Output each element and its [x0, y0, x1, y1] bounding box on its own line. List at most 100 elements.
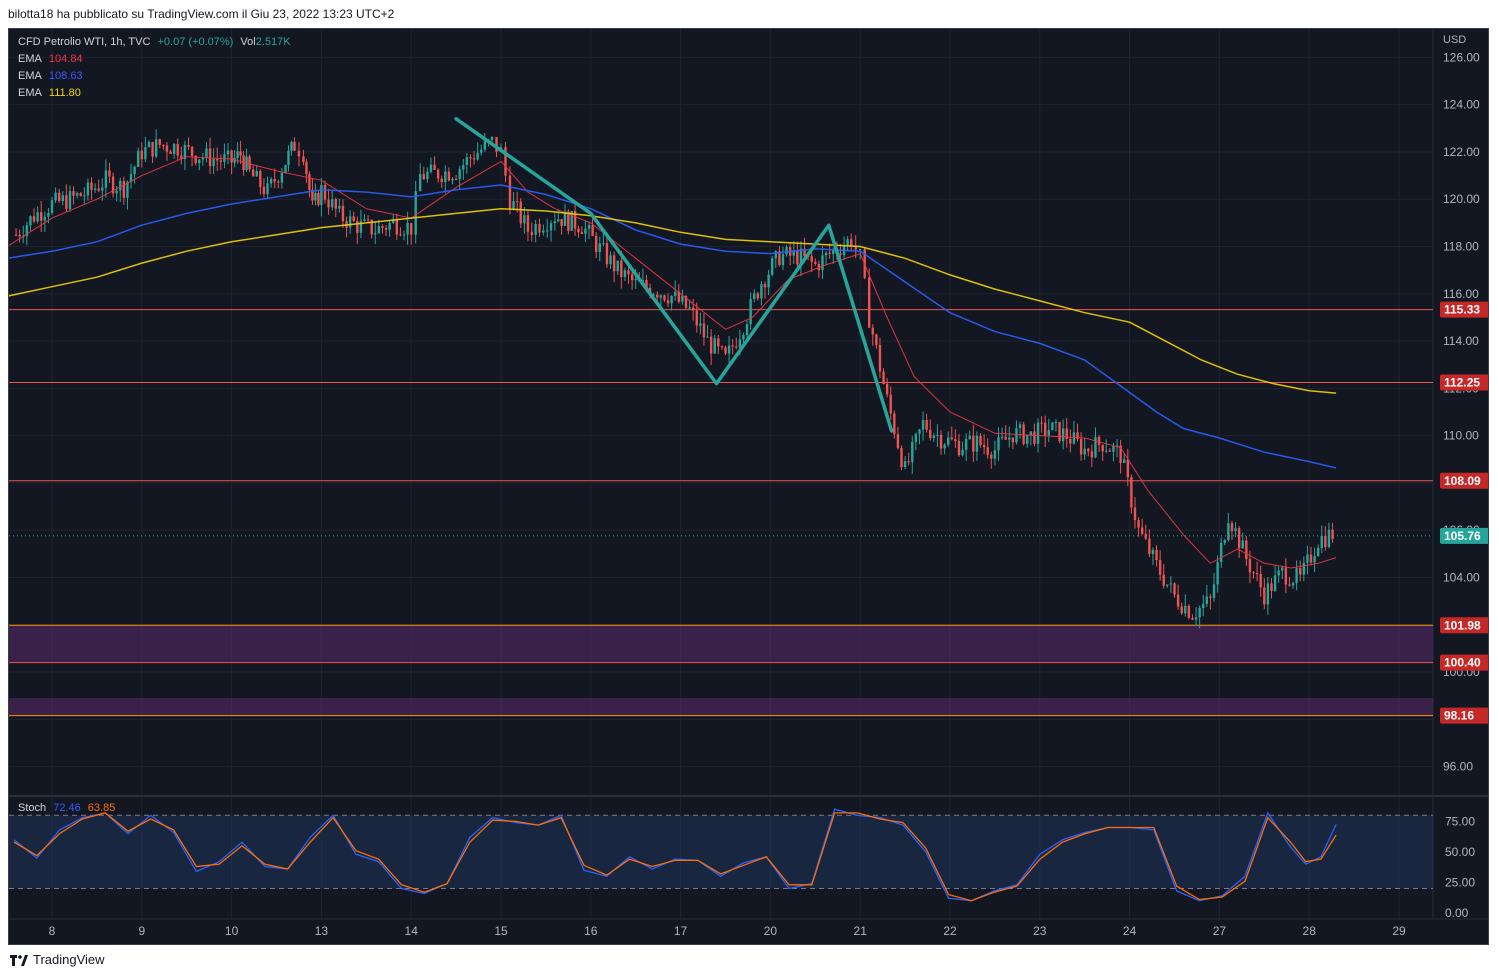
candle-body	[410, 223, 413, 235]
candle-body	[796, 250, 799, 265]
candle-body	[392, 219, 395, 223]
candle-body	[1223, 540, 1226, 544]
candle-body	[65, 195, 68, 210]
candle-body	[803, 248, 806, 256]
candle-body	[280, 172, 284, 183]
price-tick-label: 126.00	[1443, 50, 1480, 64]
candle-body	[1000, 436, 1004, 438]
candle-body	[846, 239, 849, 247]
footer-brand[interactable]: TradingView	[10, 952, 105, 967]
candle-body	[25, 225, 29, 237]
candle-body	[126, 181, 129, 198]
candle-body	[1255, 573, 1259, 575]
candle-body	[1187, 605, 1191, 618]
stoch-tick-label: 75.00	[1445, 814, 1475, 828]
candle-body	[323, 185, 327, 200]
candle-body	[968, 435, 971, 440]
candle-body	[86, 182, 90, 196]
candle-body	[266, 183, 269, 195]
candle-body	[612, 255, 616, 272]
candle-body	[1061, 428, 1065, 442]
support-zone	[9, 698, 1433, 716]
candle-body	[433, 164, 436, 170]
candle-body	[162, 144, 165, 146]
price-tick-label: 110.00	[1443, 429, 1479, 443]
candle-body	[230, 150, 233, 163]
symbol-name[interactable]: CFD Petrolio WTI, 1h, TVC	[18, 36, 151, 48]
time-tick-label: 14	[405, 924, 419, 938]
candle-body	[859, 249, 862, 251]
ema-legend-3[interactable]: EMA 111.80	[18, 87, 85, 99]
candle-body	[14, 234, 18, 236]
candle-body	[54, 192, 57, 201]
candle-body	[151, 142, 154, 157]
symbol-legend[interactable]: CFD Petrolio WTI, 1h, TVC +0.07 (+0.07%)…	[18, 36, 295, 48]
candle-body	[402, 234, 406, 236]
chart-canvas[interactable]: 126.00 124.00 122.00 120.00 118.00 116.00 114.…	[9, 29, 1488, 944]
candle-body	[634, 279, 637, 281]
candle-body	[1112, 446, 1115, 452]
candle-body	[384, 227, 388, 230]
time-tick-label: 8	[49, 924, 56, 938]
candle-body	[717, 338, 720, 347]
candle-body	[964, 439, 968, 450]
candle-body	[577, 228, 580, 233]
candle-body	[1284, 567, 1288, 585]
candle-body	[903, 461, 907, 467]
last-price-label: 105.76	[1444, 529, 1481, 543]
candle-body	[341, 205, 345, 222]
candle-body	[308, 174, 311, 190]
level-price-label: 112.25	[1444, 375, 1480, 389]
candle-body	[713, 338, 716, 354]
candle-body	[90, 182, 93, 190]
candle-body	[1123, 459, 1126, 463]
candle-body	[1069, 438, 1072, 444]
ema-value: 108.63	[48, 70, 83, 82]
candle-body	[560, 219, 563, 226]
candle-body	[1299, 568, 1302, 575]
candle-body	[32, 216, 36, 222]
candle-body	[133, 166, 136, 175]
candle-body	[57, 192, 61, 202]
candle-body	[911, 441, 914, 463]
candle-body	[374, 233, 377, 235]
candle-body	[158, 139, 161, 145]
candle-body	[1033, 431, 1036, 444]
candle-body	[1083, 448, 1086, 455]
candle-body	[1184, 605, 1187, 614]
candle-body	[1015, 428, 1018, 443]
candle-body	[925, 419, 928, 430]
candle-body	[176, 144, 179, 156]
candle-body	[523, 215, 526, 224]
candle-body	[194, 155, 197, 164]
level-price-label: 108.09	[1444, 474, 1481, 488]
candle-body	[115, 190, 118, 194]
ema-line	[9, 207, 1337, 394]
stoch-legend[interactable]: Stoch 72.46 63.85	[18, 802, 119, 814]
candle-body	[986, 447, 989, 455]
tradingview-logo-icon	[10, 954, 28, 966]
candle-body	[832, 249, 835, 254]
candle-body	[867, 277, 871, 328]
last-price-tag	[1440, 527, 1488, 544]
candle-body	[1277, 570, 1280, 576]
candle-body	[223, 154, 226, 162]
candle-body	[749, 298, 752, 325]
candle-body	[724, 347, 727, 354]
candle-body	[979, 435, 982, 446]
ema-legend-1[interactable]: EMA 104.84	[18, 53, 87, 65]
candle-body	[395, 219, 399, 235]
candle-body	[1126, 459, 1130, 478]
volume-label: Vol	[240, 36, 256, 48]
ema-legend-2[interactable]: EMA 108.63	[18, 70, 87, 82]
candle-body	[216, 159, 219, 161]
candle-body	[1281, 567, 1284, 571]
candle-body	[950, 437, 953, 440]
chart-frame[interactable]: 126.00 124.00 122.00 120.00 118.00 116.00 114.…	[8, 28, 1489, 945]
candle-body	[641, 280, 645, 282]
candle-body	[108, 170, 111, 177]
candle-body	[259, 171, 262, 187]
candle-body	[302, 156, 305, 162]
candle-body	[284, 164, 287, 173]
candle-body	[666, 300, 670, 304]
